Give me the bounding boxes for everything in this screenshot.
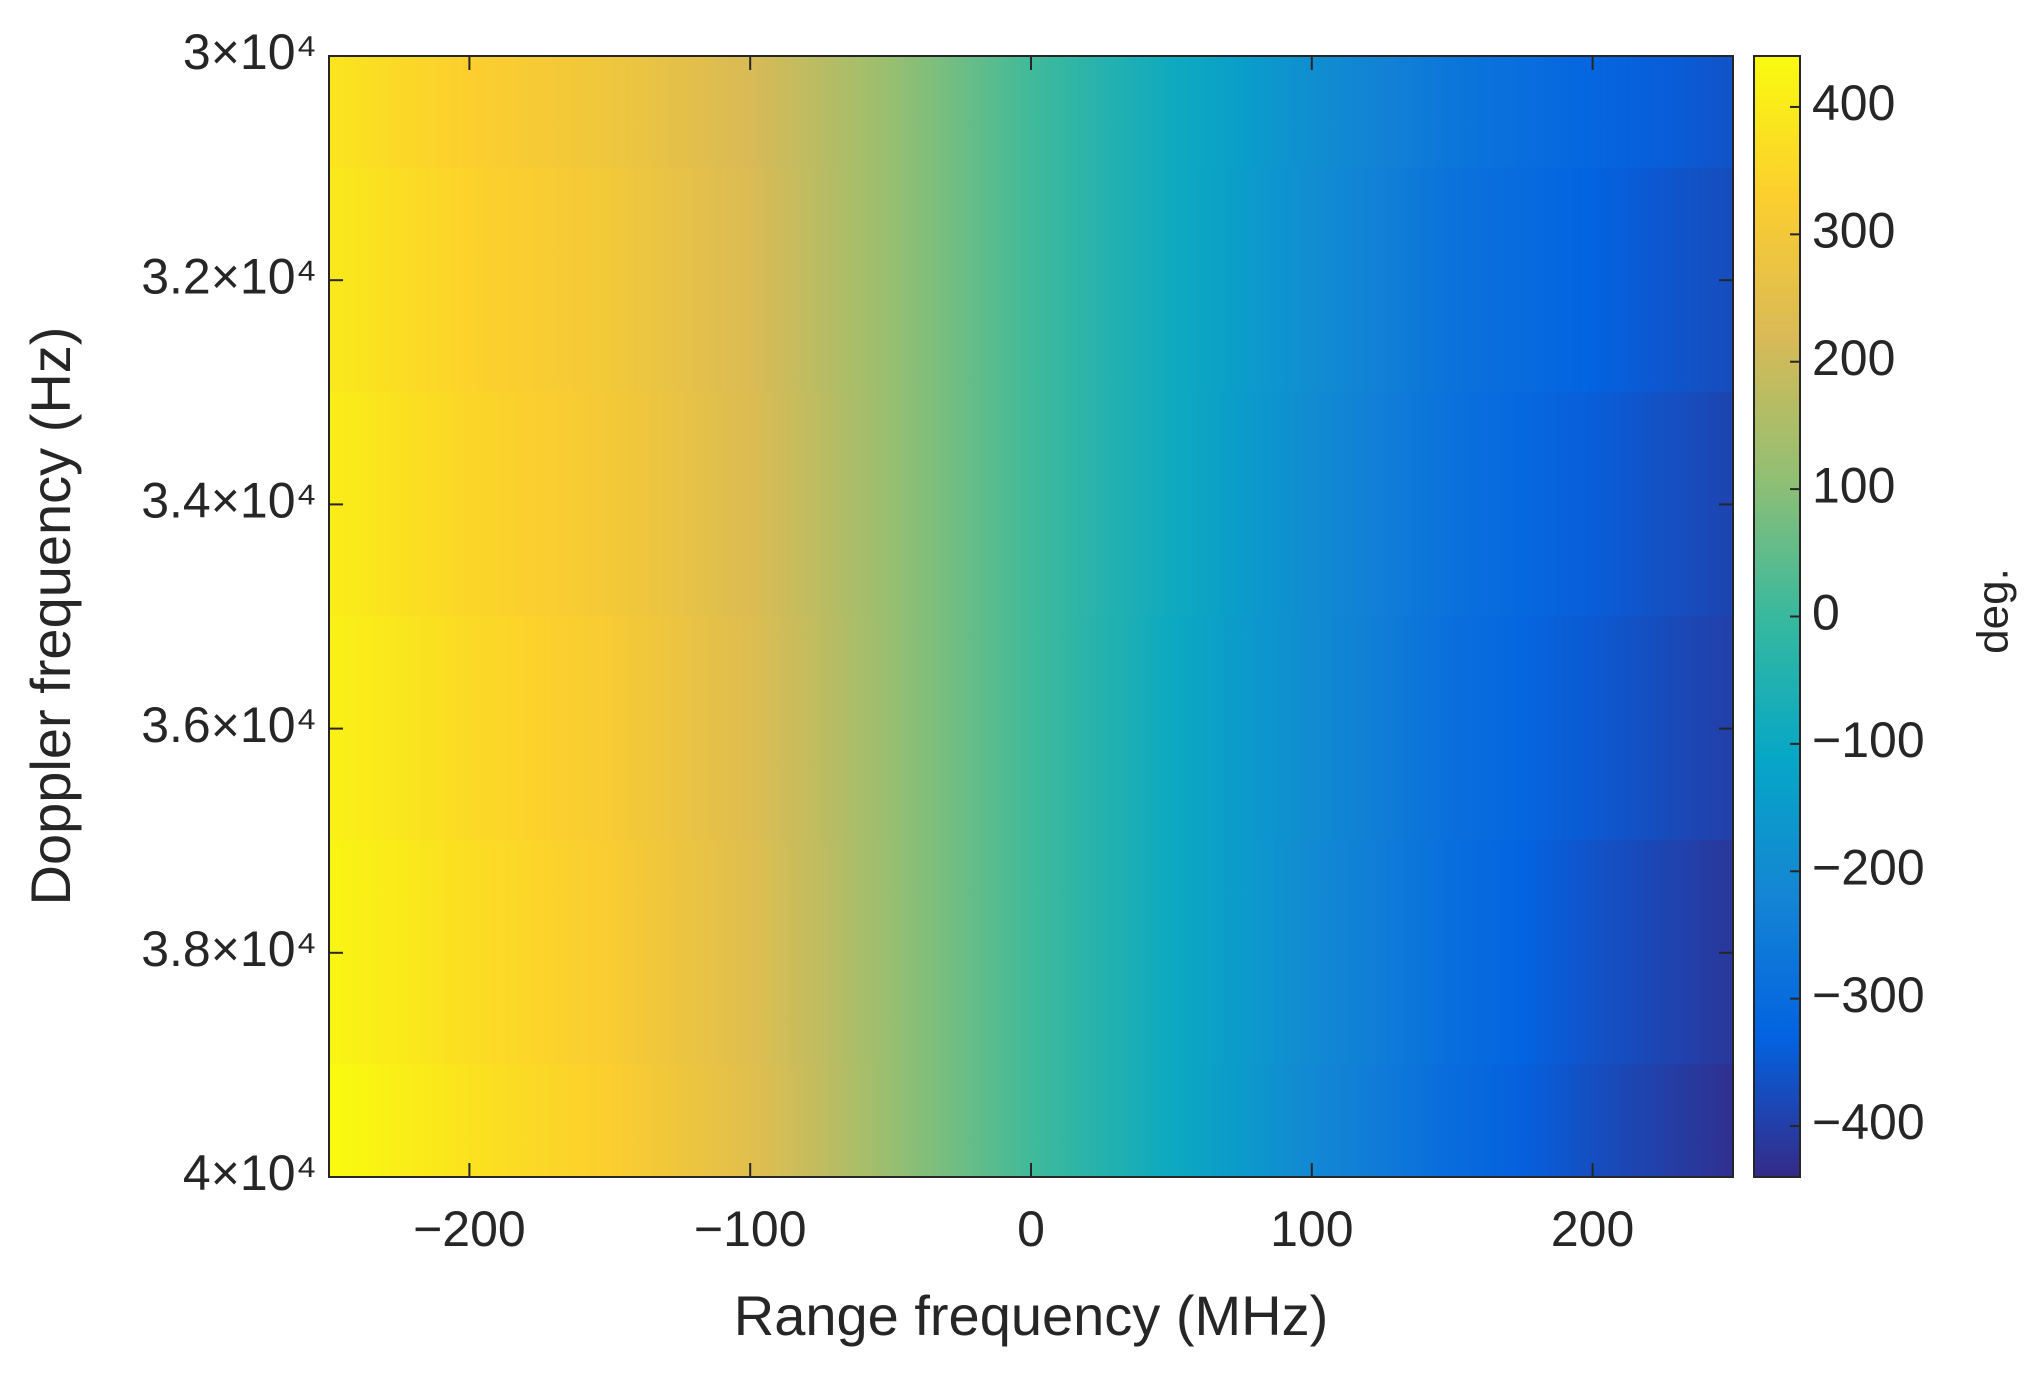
heatmap-cell xyxy=(960,56,1102,169)
heatmap-cell xyxy=(1101,56,1243,169)
colorbar-tick-label: −200 xyxy=(1812,839,1925,895)
heatmap-cell xyxy=(539,840,681,1066)
heatmap-cell xyxy=(1522,1064,1664,1177)
heatmap-cell xyxy=(1241,1064,1383,1177)
x-tick-label: 200 xyxy=(1551,1201,1634,1257)
colorbar-tick-label: −300 xyxy=(1812,967,1925,1023)
heatmap-cell xyxy=(399,1064,541,1177)
heatmap-cell xyxy=(1522,616,1664,842)
heatmap-cell xyxy=(960,1064,1102,1177)
heatmap-cell xyxy=(1241,56,1383,169)
colorbar-tick-label: −400 xyxy=(1812,1094,1925,1150)
heatmap-cell xyxy=(1101,1064,1243,1177)
heatmap-cell xyxy=(680,391,821,617)
heatmap-cell xyxy=(1241,391,1383,617)
y-tick-label: 3×10⁴ xyxy=(183,24,317,80)
heatmap-cell xyxy=(1382,1064,1523,1177)
x-tick-label: −100 xyxy=(694,1201,807,1257)
heatmap-cell xyxy=(820,840,962,1066)
heatmap-cell xyxy=(1382,840,1523,1066)
heatmap-cell xyxy=(1662,1064,1733,1177)
x-tick-label: 100 xyxy=(1270,1201,1353,1257)
colorbar-tick-label: 400 xyxy=(1812,75,1895,131)
heatmap-cell xyxy=(820,1064,962,1177)
heatmap-cell xyxy=(539,391,681,617)
heatmap-cell xyxy=(1241,167,1383,393)
heatmap xyxy=(329,56,1733,1177)
heatmap-cell xyxy=(820,391,962,617)
heatmap-cell xyxy=(1382,167,1523,393)
heatmap-cell xyxy=(399,391,541,617)
heatmap-cell xyxy=(1522,391,1664,617)
heatmap-cell xyxy=(960,840,1102,1066)
heatmap-cell xyxy=(820,56,962,169)
heatmap-cell xyxy=(1382,391,1523,617)
heatmap-cell xyxy=(680,840,821,1066)
colorbar-tick-label: −100 xyxy=(1812,712,1925,768)
heatmap-cell xyxy=(960,616,1102,842)
heatmap-cell xyxy=(399,616,541,842)
y-tick-label: 3.6×10⁴ xyxy=(141,697,317,753)
heatmap-cell xyxy=(680,616,821,842)
colorbar-tick-label: 100 xyxy=(1812,457,1895,513)
y-tick-label: 3.2×10⁴ xyxy=(141,248,317,304)
heatmap-cell xyxy=(399,167,541,393)
y-tick-label: 4×10⁴ xyxy=(183,1145,317,1201)
x-axis-label: Range frequency (MHz) xyxy=(734,1284,1328,1347)
heatmap-cell xyxy=(1101,616,1243,842)
colorbar-tick-label: 300 xyxy=(1812,203,1895,259)
heatmap-cell xyxy=(1522,167,1664,393)
heatmap-cell xyxy=(820,616,962,842)
heatmap-cell xyxy=(399,840,541,1066)
heatmap-cell xyxy=(680,56,821,169)
heatmap-cell xyxy=(1241,840,1383,1066)
heatmap-cell xyxy=(1382,616,1523,842)
heatmap-cell xyxy=(680,167,821,393)
y-tick-label: 3.8×10⁴ xyxy=(141,921,317,977)
heatmap-cell xyxy=(1522,56,1664,169)
colorbar-label: deg. xyxy=(1969,568,2018,654)
heatmap-cell xyxy=(1101,391,1243,617)
heatmap-cell xyxy=(329,1064,400,1177)
colorbar-tick-label: 200 xyxy=(1812,330,1895,386)
heatmap-cell xyxy=(820,167,962,393)
y-axis-label: Doppler frequency (Hz) xyxy=(19,327,82,906)
heatmap-cell xyxy=(329,56,400,169)
x-tick-label: −200 xyxy=(413,1201,526,1257)
heatmap-cell xyxy=(1662,56,1733,169)
heatmap-cell xyxy=(1101,167,1243,393)
heatmap-cell xyxy=(539,1064,681,1177)
x-tick-label: 0 xyxy=(1017,1201,1045,1257)
heatmap-cell xyxy=(539,167,681,393)
y-tick-label: 3.4×10⁴ xyxy=(141,473,317,529)
heatmap-cell xyxy=(1382,56,1523,169)
heatmap-cell xyxy=(1522,840,1664,1066)
heatmap-cell xyxy=(680,1064,821,1177)
heatmap-cell xyxy=(960,167,1102,393)
heatmap-cell xyxy=(539,616,681,842)
heatmap-cell xyxy=(399,56,541,169)
heatmap-cell xyxy=(539,56,681,169)
colorbar-tick-label: 0 xyxy=(1812,585,1840,641)
heatmap-cell xyxy=(1101,840,1243,1066)
heatmap-cell xyxy=(1241,616,1383,842)
heatmap-cell xyxy=(960,391,1102,617)
